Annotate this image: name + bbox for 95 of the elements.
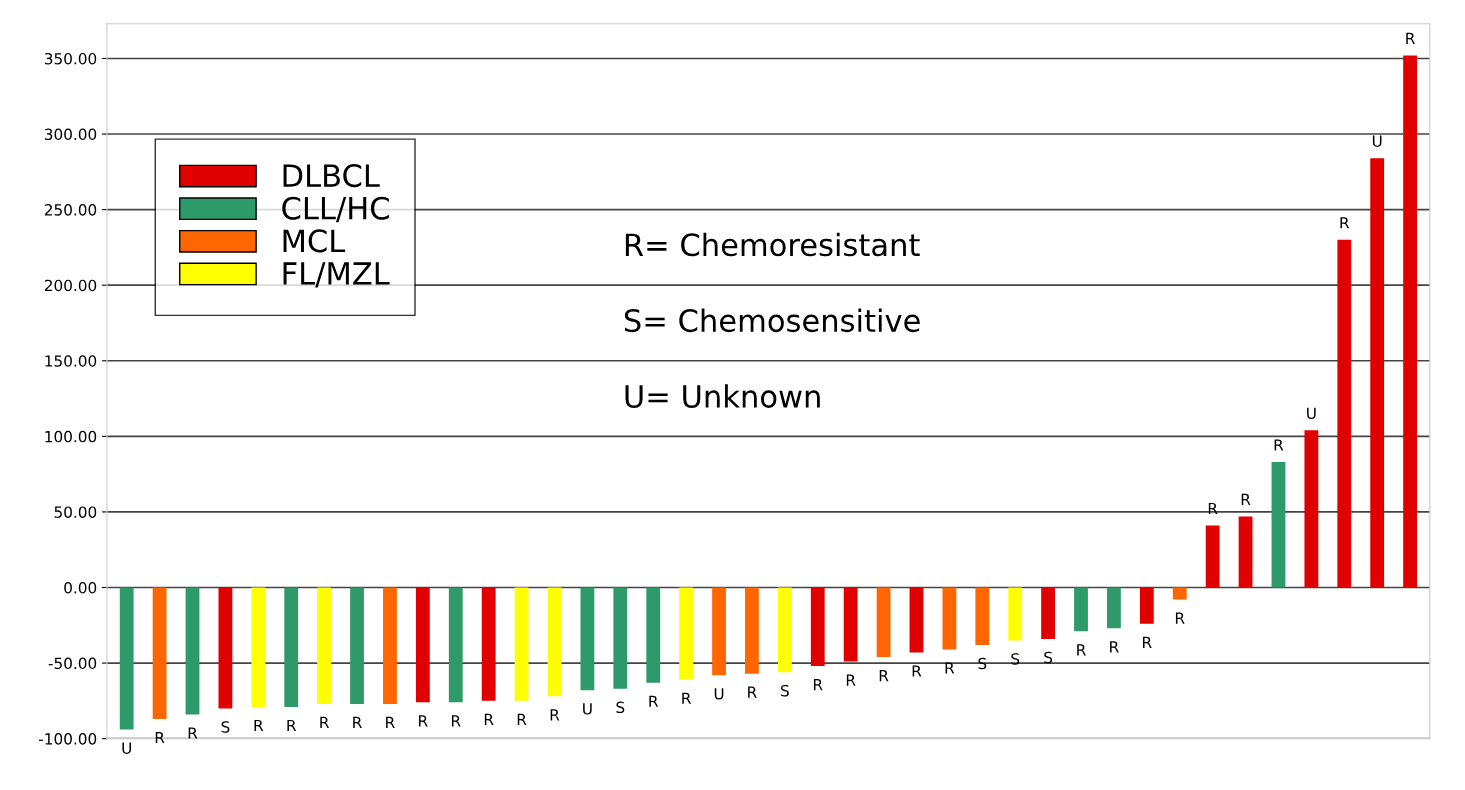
bar <box>547 587 562 697</box>
data-label: U <box>714 688 724 700</box>
data-label: U <box>1307 407 1316 420</box>
annotation: S= Chemosensitive <box>624 308 920 333</box>
bar <box>712 587 726 676</box>
bar <box>876 587 891 658</box>
data-label: R <box>386 716 395 728</box>
data-label: R <box>945 662 955 674</box>
data-label: R <box>912 665 922 677</box>
y-tick-label: 50.00 <box>54 506 97 518</box>
bar <box>1337 239 1352 588</box>
data-label: R <box>320 716 330 728</box>
bar <box>152 587 167 719</box>
data-label: R <box>813 679 823 691</box>
y-tick-label: 150.00 <box>45 355 97 367</box>
data-label: R <box>682 692 691 704</box>
legend-label: DLBCL <box>283 164 380 188</box>
legend-label: FL/MZL <box>283 262 390 288</box>
bar <box>942 587 957 650</box>
bar <box>350 587 364 704</box>
y-tick-label: -100.00 <box>39 733 97 745</box>
data-label: R <box>1175 612 1185 624</box>
data-label: R <box>517 713 527 725</box>
data-label: R <box>1241 493 1251 505</box>
bar <box>284 587 299 707</box>
data-label: R <box>254 719 264 732</box>
y-tick-label: 300.00 <box>44 128 97 141</box>
bar <box>251 587 266 707</box>
bar <box>1008 587 1023 641</box>
bar <box>415 587 430 703</box>
bar <box>1403 55 1418 588</box>
bar <box>679 587 694 680</box>
bar <box>1370 158 1385 588</box>
bar <box>843 587 858 662</box>
y-tick-label: 200.00 <box>44 279 97 292</box>
data-label: R <box>1406 32 1415 44</box>
bar <box>1172 587 1187 600</box>
bar <box>745 587 759 674</box>
bar <box>185 587 200 715</box>
data-label: R <box>550 709 560 721</box>
bar <box>613 587 628 689</box>
data-label: U <box>122 742 131 754</box>
data-label: R <box>748 686 757 698</box>
data-label: R <box>1274 439 1284 451</box>
data-label: S <box>616 701 625 714</box>
bar <box>1271 462 1286 588</box>
data-label: R <box>287 719 297 732</box>
data-label: R <box>451 715 461 727</box>
bar <box>909 587 924 653</box>
data-label: S <box>221 721 230 733</box>
data-label: R <box>879 670 889 682</box>
bar <box>481 587 496 701</box>
data-label: S <box>1044 651 1053 664</box>
bar <box>317 587 332 704</box>
data-label: U <box>583 703 592 715</box>
y-tick-label: -50.00 <box>48 657 97 670</box>
data-label: R <box>188 727 198 739</box>
bar <box>1074 587 1088 632</box>
data-label: S <box>781 684 789 697</box>
annotation: U= Unknown <box>625 384 820 408</box>
bar <box>514 587 529 701</box>
legend-label: CLL/HC <box>282 196 389 223</box>
data-label: R <box>353 716 362 728</box>
bar <box>777 587 792 673</box>
y-tick-label: 250.00 <box>44 204 97 216</box>
data-label: R <box>1110 641 1119 653</box>
y-tick-label: 100.00 <box>45 430 97 443</box>
bar <box>448 587 463 703</box>
data-label: R <box>1340 217 1350 229</box>
y-tick-label: 350.00 <box>44 52 97 65</box>
annotation: R= Chemoresistant <box>625 232 920 257</box>
bar <box>1304 430 1319 588</box>
bar <box>119 587 134 730</box>
data-label: R <box>484 713 494 725</box>
bar <box>1238 516 1253 588</box>
data-label: R <box>1143 636 1152 648</box>
data-label: U <box>1372 135 1382 147</box>
bar <box>810 587 825 667</box>
bar <box>1041 587 1056 639</box>
y-tick-label: 0.00 <box>64 581 97 594</box>
data-label: S <box>1011 653 1020 665</box>
bar <box>580 587 595 691</box>
bar <box>218 587 233 709</box>
bar <box>383 587 397 704</box>
data-label: R <box>846 674 856 686</box>
bar <box>1205 525 1220 588</box>
data-label: R <box>155 731 165 744</box>
data-label: R <box>419 715 428 727</box>
bar <box>975 587 990 645</box>
bar <box>1107 587 1121 629</box>
data-label: R <box>1077 644 1086 656</box>
data-label: R <box>649 695 659 707</box>
bar <box>1139 587 1154 624</box>
bar <box>646 587 661 683</box>
legend-label: MCL <box>283 229 346 253</box>
